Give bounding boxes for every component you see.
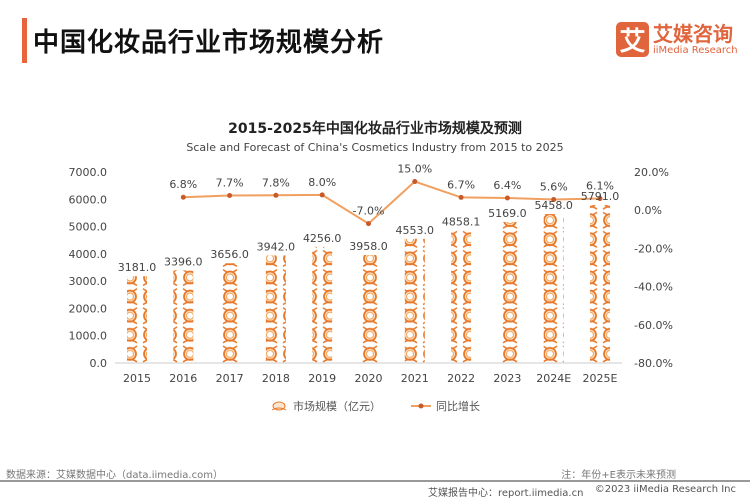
growth-point-2019	[319, 192, 325, 198]
left-axis-tick: 1000.0	[69, 330, 108, 343]
growth-point-2021	[412, 179, 418, 185]
growth-point-2017	[227, 192, 233, 198]
legend-item-market-size[interactable]: 市场规模（亿元）	[270, 398, 381, 414]
growth-point-2018	[273, 192, 279, 198]
right-axis-tick: -20.0%	[634, 242, 673, 255]
line-marker-icon	[411, 403, 431, 409]
data-source: 数据来源：艾媒数据中心（data.iimedia.com）	[6, 470, 223, 481]
left-axis-tick: 3000.0	[69, 275, 108, 288]
right-axis-tick: 20.0%	[634, 166, 669, 179]
growth-label: -7.0%	[353, 205, 385, 218]
bar-2023	[497, 221, 518, 363]
legend-label: 市场规模（亿元）	[293, 400, 381, 413]
right-axis-tick: -40.0%	[634, 281, 673, 294]
x-axis-tick: 2017	[216, 372, 244, 385]
right-axis-tick: -80.0%	[634, 357, 673, 370]
bar-label: 3656.0	[210, 248, 249, 261]
bar-2016	[173, 270, 194, 363]
copyright: ©2023 iiMedia Research Inc	[594, 484, 736, 495]
growth-point-2020	[366, 221, 371, 227]
growth-point-2024E	[551, 197, 557, 203]
bar-2018	[265, 255, 286, 363]
title-accent-bar	[22, 18, 27, 63]
bar-2017	[219, 263, 240, 363]
growth-label: 7.8%	[262, 176, 290, 189]
bar-2019	[312, 246, 333, 363]
bar-label: 3396.0	[164, 255, 203, 268]
right-axis-tick: 0.0%	[634, 204, 662, 217]
growth-label: 6.8%	[169, 178, 197, 191]
left-axis-tick: 5000.0	[69, 221, 108, 234]
footer-divider	[0, 480, 750, 482]
legend: 市场规模（亿元） 同比增长	[270, 398, 480, 414]
bar-2025E	[590, 204, 610, 363]
bar-2021	[404, 238, 425, 363]
chart-title: 2015-2025年中国化妆品行业市场规模及预测	[228, 121, 522, 137]
x-axis-tick: 2015	[123, 372, 151, 385]
growth-label: 8.0%	[308, 176, 336, 189]
left-axis-tick: 0.0	[90, 357, 108, 370]
bar-label: 3942.0	[257, 240, 296, 253]
growth-point-2016	[180, 194, 186, 200]
bar-label: 4858.1	[442, 215, 481, 228]
bar-2024E	[543, 214, 564, 363]
chart-subtitle: Scale and Forecast of China's Cosmetics …	[186, 141, 564, 154]
report-link[interactable]: 艾媒报告中心：report.iimedia.cn	[428, 488, 584, 499]
growth-label: 6.1%	[586, 180, 614, 193]
legend-item-growth[interactable]: 同比增长	[411, 398, 480, 414]
legend-label: 同比增长	[436, 400, 480, 413]
x-axis-tick: 2018	[262, 372, 290, 385]
growth-label: 5.6%	[540, 181, 568, 194]
logo-cn: 艾媒咨询	[653, 21, 733, 46]
growth-point-2025E	[597, 196, 603, 202]
growth-label: 15.0%	[397, 163, 432, 176]
growth-label: 7.7%	[216, 176, 244, 189]
bar-label: 4256.0	[303, 232, 342, 245]
logo: 艾 艾媒咨询 iiMedia Research	[616, 22, 738, 57]
page-title: 中国化妆品行业市场规模分析	[33, 28, 385, 58]
logo-mark: 艾	[616, 22, 649, 57]
left-axis-tick: 2000.0	[69, 302, 108, 315]
bar-label: 5169.0	[488, 207, 527, 220]
x-axis-tick: 2022	[447, 372, 475, 385]
bar-label: 3181.0	[118, 261, 157, 274]
bar-label: 3958.0	[349, 240, 388, 253]
x-axis-tick: 2016	[169, 372, 197, 385]
x-axis-tick: 2023	[493, 372, 521, 385]
logo-en: iiMedia Research	[653, 44, 738, 56]
x-axis-tick: 2025E	[583, 372, 618, 385]
growth-label: 6.4%	[493, 179, 521, 192]
growth-label: 6.7%	[447, 178, 475, 191]
growth-line	[183, 180, 601, 225]
growth-point-2022	[458, 194, 464, 200]
left-axis-tick: 4000.0	[69, 248, 108, 261]
bar-2022	[451, 230, 472, 363]
bar-2015	[127, 276, 147, 363]
right-axis-tick: -60.0%	[634, 319, 673, 332]
bar-label: 5458.0	[534, 199, 573, 212]
mirror-icon	[271, 401, 287, 411]
forecast-note: 注：年份+E表示未来预测	[561, 470, 676, 481]
left-axis-tick: 7000.0	[69, 166, 108, 179]
x-axis-tick: 2024E	[536, 372, 571, 385]
bar-label: 5791.0	[581, 190, 620, 203]
growth-point-2023	[504, 195, 510, 201]
bar-label: 4553.0	[396, 224, 435, 237]
left-axis-tick: 6000.0	[69, 193, 108, 206]
x-axis-tick: 2020	[355, 372, 383, 385]
x-axis-tick: 2019	[308, 372, 336, 385]
x-axis-tick: 2021	[401, 372, 429, 385]
bar-2020	[358, 255, 379, 363]
